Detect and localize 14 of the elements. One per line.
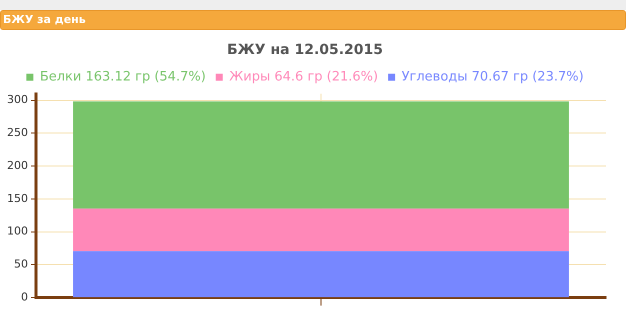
bar [73, 251, 569, 298]
legend-label: Жиры 64.6 гр (21.6%) [229, 70, 378, 85]
text: БЖУ за день [0, 10, 626, 30]
legend-label: Белки 163.12 гр (54.7%) [40, 70, 206, 85]
y-tick-label: 0 [20, 290, 28, 304]
y-tick-label: 250 [6, 126, 28, 140]
bar [73, 208, 569, 252]
legend-label: Углеводы 70.67 гр (23.7%) [402, 70, 584, 85]
y-tick-label: 200 [6, 158, 28, 172]
y-tick-label: 100 [6, 224, 28, 238]
y-tick-label: 150 [6, 192, 28, 205]
y-tick-label: 50 [14, 258, 28, 271]
y-tick-label: 300 [6, 93, 28, 106]
chart-title: БЖУ на 12.05.2015 [226, 42, 384, 58]
